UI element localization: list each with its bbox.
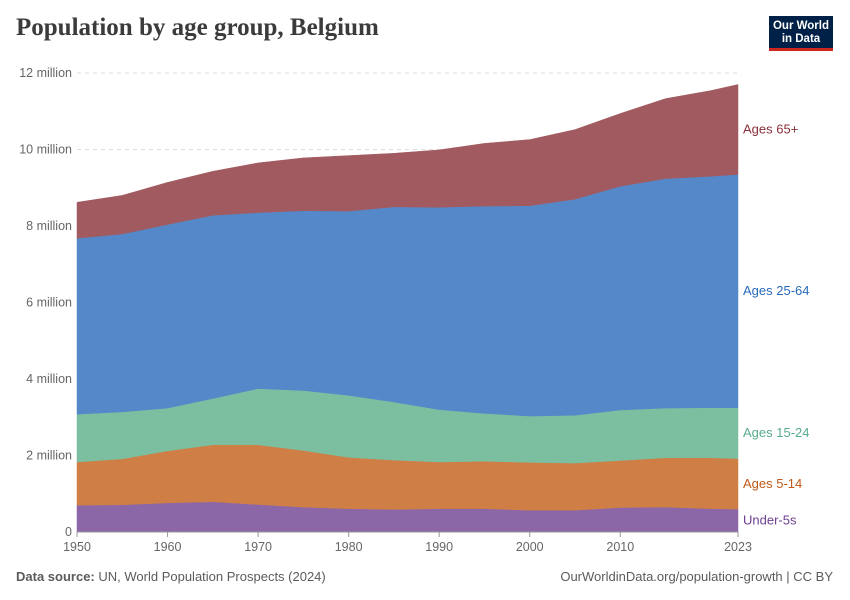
data-source-label: Data source: — [16, 569, 95, 584]
x-tick-label: 1970 — [244, 540, 272, 554]
data-source-text: UN, World Population Prospects (2024) — [98, 569, 326, 584]
areas — [76, 84, 739, 533]
y-tick-label: 6 million — [26, 296, 72, 310]
axes: 0 2 million 4 million 6 million 8 million 10 … — [19, 66, 752, 554]
owid-logo[interactable]: Our World in Data — [769, 16, 833, 51]
series-labels: Under-5s Ages 5-14 Ages 15-24 Ages 25-64 Age… — [743, 121, 810, 527]
y-tick-label: 2 million — [26, 449, 72, 463]
series-label-ages-15-24: Ages 15-24 — [743, 425, 810, 440]
area-ages-65- — [76, 84, 739, 239]
y-tick-label: 8 million — [26, 219, 72, 233]
series-label-under-5s: Under-5s — [743, 513, 797, 528]
credit-link[interactable]: OurWorldinData.org/population-growth | C… — [560, 569, 833, 584]
x-tick-label: 1990 — [425, 540, 453, 554]
x-tick-label: 1950 — [63, 540, 91, 554]
x-tick-label: 2000 — [516, 540, 544, 554]
series-label-ages-5-14: Ages 5-14 — [743, 476, 802, 491]
x-tick-label: 1960 — [154, 540, 182, 554]
logo-line-2: in Data — [781, 33, 821, 45]
y-tick-label: 12 million — [19, 66, 72, 80]
x-tick-label: 2010 — [606, 540, 634, 554]
data-source: Data source: UN, World Population Prospe… — [16, 569, 326, 584]
y-tick-label: 10 million — [19, 143, 72, 157]
chart-title: Population by age group, Belgium — [16, 14, 379, 41]
x-tick-label: 1980 — [335, 540, 363, 554]
y-tick-label: 0 — [65, 525, 72, 539]
logo-line-1: Our World — [772, 20, 829, 32]
series-label-ages-25-64: Ages 25-64 — [743, 283, 810, 298]
y-tick-label: 4 million — [26, 372, 72, 386]
x-tick-label: 2023 — [724, 540, 752, 554]
series-label-ages-65-: Ages 65+ — [743, 121, 798, 136]
